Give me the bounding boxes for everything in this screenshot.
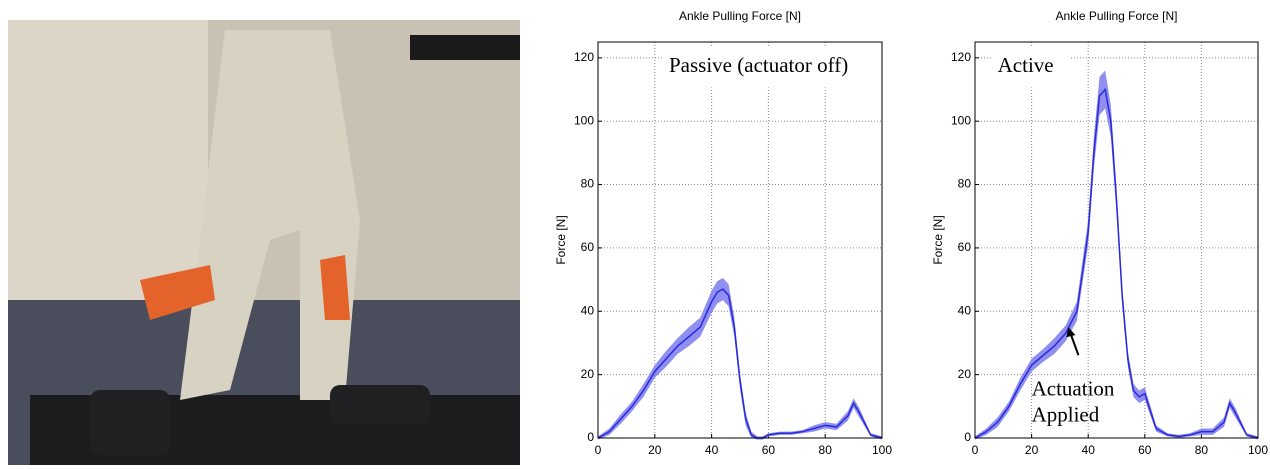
x-tick-label: 40 [705, 443, 719, 457]
y-tick-label: 120 [574, 50, 594, 64]
y-tick-label: 60 [958, 240, 972, 254]
plot-area [975, 42, 1258, 438]
x-tick-label: 80 [819, 443, 833, 457]
photo-shoe [330, 385, 430, 425]
y-tick-label: 20 [581, 367, 595, 381]
y-axis-label: Force [N] [931, 215, 945, 264]
photo-bar [410, 35, 520, 60]
annotation-arrow [1069, 332, 1080, 356]
x-tick-label: 20 [1025, 443, 1039, 457]
annotation: Active [998, 53, 1054, 77]
line [974, 87, 1259, 439]
y-tick-label: 0 [964, 430, 971, 444]
chart-title: Ankle Pulling Force [N] [679, 9, 801, 23]
photo-legs [180, 30, 360, 400]
y-tick-label: 20 [958, 367, 972, 381]
y-tick-label: 100 [574, 113, 594, 127]
plot-frame [597, 41, 883, 439]
x-tick-label: 0 [972, 443, 979, 457]
x-tick-label: 80 [1195, 443, 1209, 457]
x-tick-label: 0 [595, 443, 602, 457]
photo [8, 20, 520, 465]
y-tick-label: 60 [581, 240, 595, 254]
x-tick-label: 40 [1082, 443, 1096, 457]
photo-wall [8, 20, 208, 300]
x-tick-label: 60 [762, 443, 776, 457]
band [975, 70, 1258, 440]
y-tick-label: 80 [581, 177, 595, 191]
x-tick-label: 100 [1248, 443, 1268, 457]
photo-actuators [140, 255, 350, 320]
annotation-box [991, 47, 1071, 88]
x-tick-label: 60 [1138, 443, 1152, 457]
y-tick-label: 0 [587, 430, 594, 444]
annotation: Actuation [1032, 376, 1115, 400]
plot-frame [974, 41, 1259, 439]
annotation: Applied [1032, 402, 1100, 426]
annotation-box [663, 47, 896, 88]
y-axis-label: Force [N] [554, 215, 568, 264]
chart-title: Ankle Pulling Force [N] [1055, 9, 1177, 23]
x-tick-label: 20 [648, 443, 662, 457]
plot-area [598, 42, 882, 438]
photo-shoe [90, 390, 170, 455]
y-tick-label: 40 [958, 303, 972, 317]
y-tick-label: 40 [581, 303, 595, 317]
x-tick-label: 100 [872, 443, 892, 457]
y-tick-label: 100 [951, 113, 971, 127]
annotation: Passive (actuator off) [669, 53, 848, 77]
arrow-head [1066, 327, 1076, 338]
y-tick-label: 80 [958, 177, 972, 191]
line [597, 288, 883, 439]
y-tick-label: 120 [951, 50, 971, 64]
